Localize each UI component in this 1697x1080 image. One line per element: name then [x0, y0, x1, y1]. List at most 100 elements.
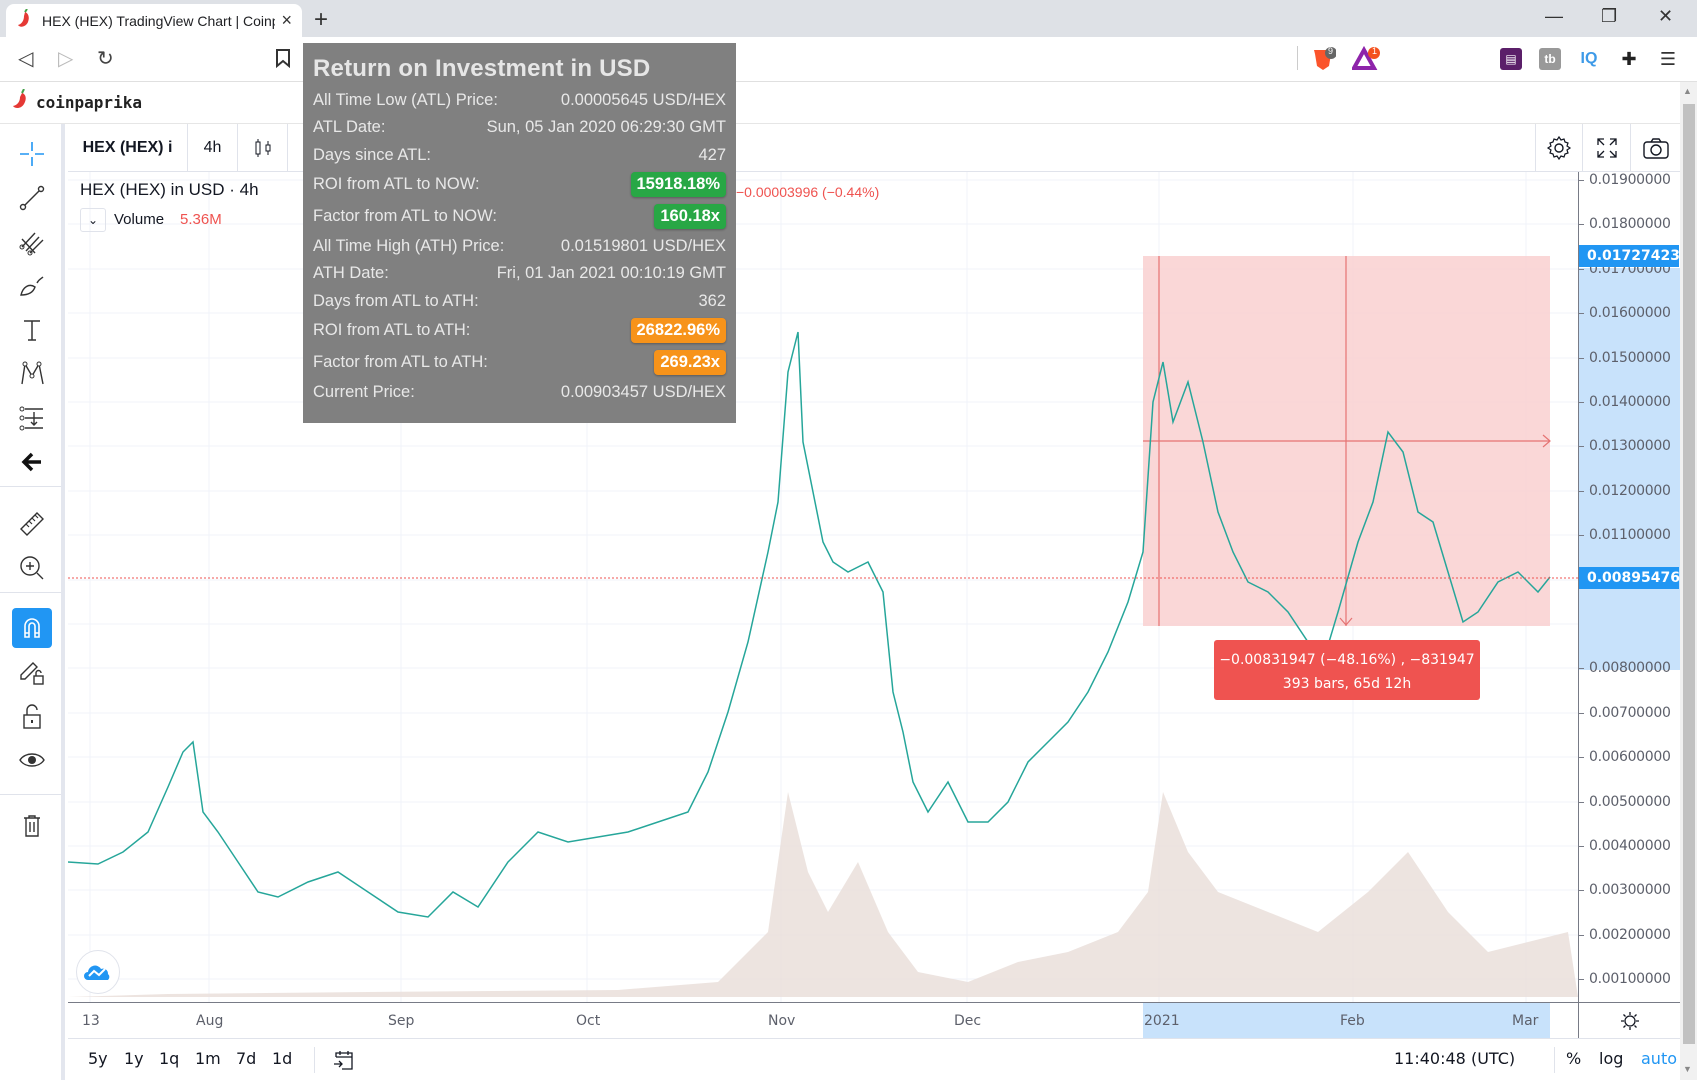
utc-clock[interactable]: 11:40:48 (UTC) [1394, 1049, 1516, 1068]
selection-top-price-tag: 0.01727423 [1579, 245, 1680, 267]
range-1q[interactable]: 1q [159, 1049, 180, 1068]
roi-now-badge: 15918.18% [630, 172, 726, 198]
price-label: 0.00600000 [1589, 749, 1671, 765]
magnet-mode-button[interactable] [12, 608, 52, 648]
price-label: 0.01300000 [1589, 438, 1671, 454]
trend-line-tool[interactable] [12, 178, 52, 218]
range-7d[interactable]: 7d [236, 1049, 257, 1068]
iq-extension-icon[interactable]: IQ [1580, 50, 1598, 67]
tradingview-cloud-icon [84, 965, 110, 980]
interval-button[interactable]: 4h [188, 124, 238, 172]
divider [314, 1047, 315, 1073]
roi-row-factor-ath: Factor from ATL to ATH: 269.23x [313, 347, 726, 379]
goto-date-button[interactable] [332, 1049, 356, 1076]
puzzle-icon[interactable]: ✚ [1621, 48, 1637, 69]
legend-title: HEX (HEX) in USD · 4h [80, 180, 259, 199]
crosshair-tool[interactable] [12, 134, 52, 174]
price-axis-selection [1579, 268, 1681, 670]
lock-all-button[interactable] [12, 696, 52, 736]
range-1y[interactable]: 1y [124, 1049, 144, 1068]
remove-drawings-button[interactable] [12, 806, 52, 846]
time-axis[interactable]: 13 Aug Sep Oct Nov Dec 2021 Feb Mar [68, 1002, 1578, 1039]
ruler-tool[interactable] [12, 504, 52, 544]
pencil-lock-icon [20, 662, 44, 685]
brand-name[interactable]: coinpaprika [36, 93, 142, 112]
roi-row-current-price: Current Price: 0.00903457 USD/HEX [313, 382, 726, 401]
forward-button[interactable]: ▷ [58, 48, 74, 70]
eye-icon [19, 753, 45, 767]
divider [1554, 1047, 1555, 1073]
grid-lines [68, 172, 1578, 1002]
close-window-button[interactable]: ✕ [1658, 6, 1674, 26]
roi-title: Return on Investment in USD [313, 55, 651, 82]
measure-range-icon [19, 406, 43, 431]
hide-drawings-button[interactable] [12, 740, 52, 780]
fib-tool[interactable] [12, 222, 52, 262]
back-arrow-tool[interactable] [12, 442, 52, 482]
unlock-icon [23, 704, 41, 729]
screenshot-button[interactable] [1631, 124, 1680, 172]
range-1d[interactable]: 1d [272, 1049, 293, 1068]
price-label: 0.00800000 [1589, 660, 1671, 676]
prediction-tool[interactable] [12, 398, 52, 438]
tb-extension-icon[interactable]: tb [1539, 48, 1561, 70]
browser-menu-icon[interactable]: ☰ [1659, 48, 1677, 69]
time-axis-selection [1143, 1003, 1550, 1039]
toolbar-divider [0, 794, 61, 795]
back-button[interactable]: ◁ [18, 48, 34, 70]
price-label: 0.00700000 [1589, 705, 1671, 721]
minimize-button[interactable]: — [1545, 6, 1563, 26]
symbol-search-button[interactable]: HEX (HEX) i [68, 124, 188, 172]
brave-rewards-icon[interactable]: 1 [1350, 45, 1380, 77]
chart-settings-button[interactable] [1535, 124, 1583, 172]
price-label: 0.00200000 [1589, 927, 1671, 943]
pattern-tool[interactable] [12, 354, 52, 394]
brush-tool[interactable] [12, 266, 52, 306]
bookmark-icon[interactable] [275, 48, 291, 73]
toolbar-divider [0, 592, 61, 593]
roi-row-days-since-atl: Days since ATL: 427 [313, 145, 726, 164]
lock-drawings-button[interactable] [12, 652, 52, 692]
percent-toggle[interactable]: % [1566, 1049, 1582, 1068]
price-axis[interactable]: 0.01900000 0.01800000 0.01700000 0.01600… [1578, 172, 1681, 1002]
candlestick-plot [68, 172, 1578, 1002]
chart-type-button[interactable] [238, 124, 288, 172]
brave-shields-icon[interactable]: 9 [1310, 46, 1337, 77]
browser-tab[interactable]: HEX (HEX) TradingView Chart | Coinpaprik… [6, 4, 302, 37]
text-tool[interactable] [12, 310, 52, 350]
time-label: Oct [576, 1013, 601, 1029]
price-label: 0.01100000 [1589, 527, 1671, 543]
measure-tooltip: −0.00831947 (−48.16%) , −831947 393 bars… [1214, 640, 1480, 700]
scroll-up-icon[interactable]: ▲ [1683, 86, 1692, 96]
ruler-icon [20, 512, 44, 536]
collapse-legend-button[interactable]: ⌄ [80, 208, 106, 232]
time-label: Feb [1340, 1013, 1365, 1029]
fullscreen-button[interactable] [1583, 124, 1631, 172]
reload-button[interactable]: ↻ [97, 48, 114, 70]
roi-row-roi-now: ROI from ATL to NOW: 15918.18% [313, 169, 726, 201]
factor-ath-badge: 269.23x [654, 350, 726, 376]
zoom-in-tool[interactable] [12, 548, 52, 588]
range-1m[interactable]: 1m [195, 1049, 221, 1068]
chart-extension-icon[interactable]: ▤ [1500, 48, 1522, 70]
tab-close-icon[interactable]: × [281, 10, 292, 30]
tradingview-logo[interactable] [76, 950, 120, 994]
price-label: 0.01900000 [1589, 172, 1671, 188]
axis-settings-button[interactable] [1578, 1002, 1680, 1038]
scroll-down-icon[interactable]: ▼ [1683, 1064, 1692, 1074]
range-5y[interactable]: 5y [88, 1049, 108, 1068]
crosshair-icon [20, 142, 44, 166]
auto-toggle[interactable]: auto [1641, 1049, 1678, 1068]
bottom-toolbar: 5y 1y 1q 1m 7d 1d 11:40:48 (UTC) % log a… [68, 1038, 1680, 1080]
restore-button[interactable]: ❐ [1601, 6, 1618, 26]
rewards-badge: 1 [1372, 46, 1378, 56]
roi-row-ath-price: All Time High (ATH) Price: 0.01519801 USD… [313, 237, 726, 256]
log-toggle[interactable]: log [1599, 1049, 1624, 1068]
price-chart[interactable]: HEX (HEX) in USD · 4h −0.00003996 (−0.44… [68, 172, 1578, 1002]
new-tab-button[interactable]: + [314, 6, 329, 33]
price-label: 0.00300000 [1589, 882, 1671, 898]
sun-gear-icon [1620, 1011, 1639, 1030]
scrollbar-thumb[interactable] [1683, 104, 1695, 1044]
price-series [68, 331, 1551, 918]
roi-panel: Return on Investment in USD All Time Low… [303, 43, 736, 423]
